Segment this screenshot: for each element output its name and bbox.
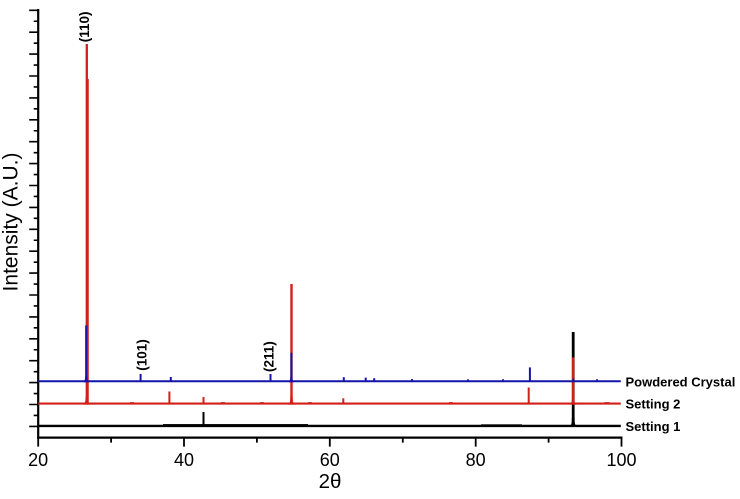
svg-text:100: 100	[606, 450, 636, 470]
svg-text:60: 60	[320, 450, 340, 470]
svg-text:20: 20	[28, 450, 48, 470]
svg-text:Setting 1: Setting 1	[626, 419, 681, 434]
svg-text:2θ: 2θ	[319, 470, 342, 493]
svg-text:Setting 2: Setting 2	[626, 397, 681, 412]
svg-text:Powdered Crystal: Powdered Crystal	[626, 374, 736, 389]
svg-text:Intensity (A.U.): Intensity (A.U.)	[0, 153, 23, 292]
svg-text:(211): (211)	[262, 341, 277, 372]
svg-text:(110): (110)	[77, 12, 92, 43]
svg-text:80: 80	[466, 450, 486, 470]
svg-text:40: 40	[174, 450, 194, 470]
svg-text:(101): (101)	[134, 339, 149, 371]
